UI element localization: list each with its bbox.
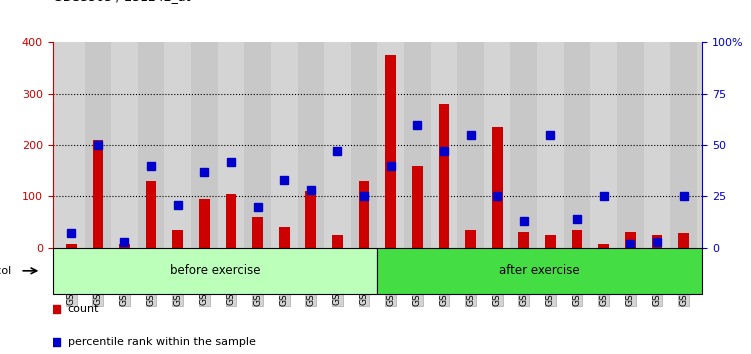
Text: GDS3503 / 231242_at: GDS3503 / 231242_at <box>53 0 190 3</box>
Bar <box>378 248 702 294</box>
Bar <box>271 42 297 248</box>
Bar <box>58 42 85 248</box>
Bar <box>670 42 697 248</box>
Bar <box>545 235 556 248</box>
Bar <box>53 248 378 294</box>
Bar <box>324 42 351 248</box>
Text: before exercise: before exercise <box>170 264 261 277</box>
Bar <box>351 42 378 248</box>
Bar <box>511 42 537 248</box>
Bar <box>378 42 404 248</box>
Bar <box>306 191 316 248</box>
Bar <box>279 227 290 248</box>
Bar <box>465 230 476 248</box>
Bar <box>518 232 529 248</box>
Bar <box>492 127 502 248</box>
Bar <box>92 140 103 248</box>
Bar <box>332 235 342 248</box>
Bar <box>146 181 156 248</box>
Text: protocol: protocol <box>0 266 11 276</box>
Bar <box>252 217 263 248</box>
Bar <box>173 230 183 248</box>
Bar <box>404 42 430 248</box>
Text: after exercise: after exercise <box>499 264 580 277</box>
Bar <box>457 42 484 248</box>
Bar <box>484 42 511 248</box>
Bar <box>111 42 137 248</box>
Bar <box>644 42 670 248</box>
Bar <box>119 244 130 248</box>
Bar <box>430 42 457 248</box>
Bar <box>244 42 271 248</box>
Bar <box>572 230 582 248</box>
Bar <box>439 104 449 248</box>
Bar <box>297 42 324 248</box>
Bar <box>412 166 423 248</box>
Bar <box>218 42 244 248</box>
Bar <box>652 235 662 248</box>
Bar <box>625 232 635 248</box>
Bar <box>385 55 396 248</box>
Bar <box>137 42 164 248</box>
Text: count: count <box>68 304 99 314</box>
Bar <box>199 199 210 248</box>
Bar <box>359 181 369 248</box>
Bar <box>164 42 191 248</box>
Bar <box>564 42 590 248</box>
Bar <box>537 42 564 248</box>
Bar <box>191 42 218 248</box>
Bar <box>66 244 77 248</box>
Bar <box>599 244 609 248</box>
Bar <box>678 233 689 248</box>
Bar <box>85 42 111 248</box>
Bar <box>590 42 617 248</box>
Text: percentile rank within the sample: percentile rank within the sample <box>68 337 255 347</box>
Bar <box>617 42 644 248</box>
Bar <box>225 194 237 248</box>
